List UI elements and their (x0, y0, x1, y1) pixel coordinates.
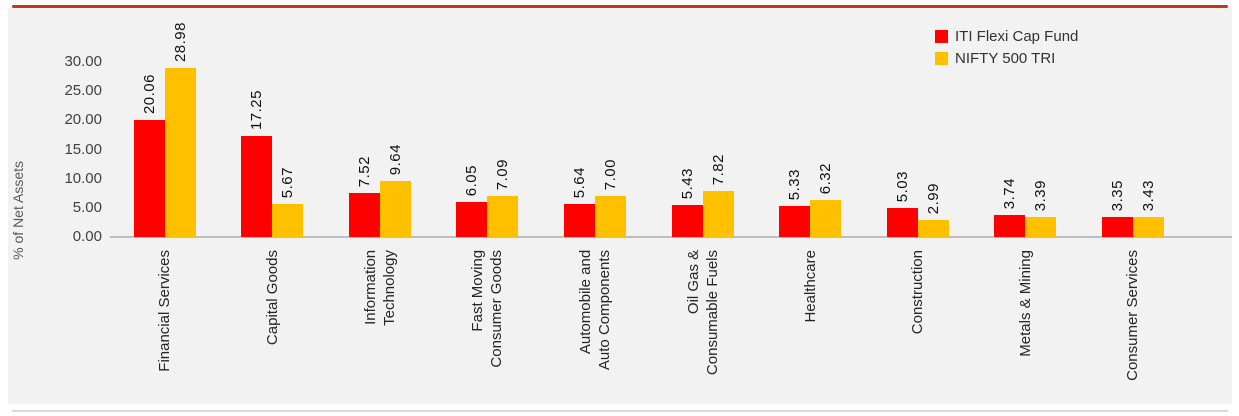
category-label: Fast Moving Consumer Goods (469, 250, 506, 368)
y-tick-label: 0.00 (72, 228, 102, 245)
bar-value-label: 3.39 (1032, 179, 1050, 211)
bar-fund (994, 215, 1026, 237)
bar-benchmark (379, 181, 411, 237)
bar-benchmark (1025, 217, 1057, 237)
bar-benchmark (164, 68, 196, 237)
category-label: Metals & Mining (1016, 250, 1034, 357)
category-label: Financial Services (156, 250, 173, 372)
y-tick-label: 20.00 (64, 111, 102, 129)
bar-value-label-box: 5.67 (238, 146, 338, 198)
bar-value-label: 7.82 (709, 153, 727, 185)
bar-value-label: 20.06 (140, 73, 158, 114)
bar-fund (456, 202, 488, 237)
y-tick-label: 5.00 (72, 198, 102, 216)
bar-value-label: 2.99 (924, 182, 942, 214)
bar-benchmark (594, 196, 626, 237)
bar-value-label-box: 17.25 (207, 78, 307, 130)
divider-rule-bottom (12, 410, 1228, 412)
bar-fund (241, 136, 273, 237)
bar-value-label-box: 6.32 (776, 142, 876, 194)
legend-swatch-red-icon (935, 30, 948, 43)
bar-value-label-box: 2.99 (883, 162, 983, 214)
bar-value-label-box: 3.39 (991, 159, 1091, 211)
category-label: Healthcare (801, 250, 819, 323)
bar-value-label-box: 3.43 (1098, 159, 1198, 211)
category-label: Construction (909, 250, 927, 335)
category-label: Consumer Services (1124, 250, 1142, 381)
bar-value-label-box: 28.98 (130, 10, 230, 62)
bar-value-label-box: 9.64 (345, 123, 445, 175)
bar-value-label-box: 7.82 (668, 133, 768, 185)
x-axis-line (110, 236, 1232, 238)
category-label: Oil Gas & Consumable Fuels (684, 250, 721, 376)
bar-value-label: 7.00 (601, 158, 619, 190)
bar-fund (779, 206, 811, 237)
category-label: Information Technology (361, 250, 398, 326)
bar-fund (671, 205, 703, 237)
y-axis-title: % of Net Assets (10, 160, 26, 260)
bar-value-label-box: 7.00 (560, 138, 660, 190)
bar-value-label: 3.43 (1139, 179, 1157, 211)
bar-value-label: 9.64 (386, 143, 404, 175)
legend-item: ITI Flexi Cap Fund (935, 28, 1078, 45)
bar-value-label: 28.98 (171, 21, 189, 62)
bar-benchmark (917, 220, 949, 237)
legend-item: NIFTY 500 TRI (935, 50, 1078, 67)
bar-value-label: 5.67 (279, 166, 297, 198)
accent-rule-top (12, 5, 1228, 8)
y-tick-label: 30.00 (64, 53, 102, 71)
bar-value-label: 6.32 (817, 162, 835, 194)
category-label: Automobile and Auto Components (576, 250, 613, 371)
bar-value-label: 7.09 (494, 158, 512, 190)
bar-fund (133, 120, 165, 237)
bar-benchmark (487, 196, 519, 237)
y-tick-label: 10.00 (64, 169, 102, 187)
bar-benchmark (702, 191, 734, 237)
legend-label: ITI Flexi Cap Fund (955, 28, 1079, 45)
legend-swatch-yellow-icon (935, 52, 948, 65)
bar-fund (1101, 217, 1133, 237)
bar-benchmark (272, 204, 304, 237)
bar-benchmark (1132, 217, 1164, 237)
y-axis-title-box: % of Net Assets (6, 70, 30, 350)
y-tick-label: 15.00 (64, 140, 102, 158)
bar-benchmark (810, 200, 842, 237)
bar-value-label: 17.25 (248, 89, 266, 130)
legend: ITI Flexi Cap Fund NIFTY 500 TRI (935, 28, 1078, 67)
y-tick-label: 25.00 (64, 82, 102, 100)
category-label: Capital Goods (263, 250, 281, 346)
bar-fund (348, 193, 380, 237)
legend-label: NIFTY 500 TRI (955, 50, 1056, 67)
bar-fund (563, 204, 595, 237)
bar-fund (886, 208, 918, 237)
bar-value-label-box: 7.09 (453, 138, 553, 190)
category-label-box: Consumer Services (1063, 250, 1203, 381)
